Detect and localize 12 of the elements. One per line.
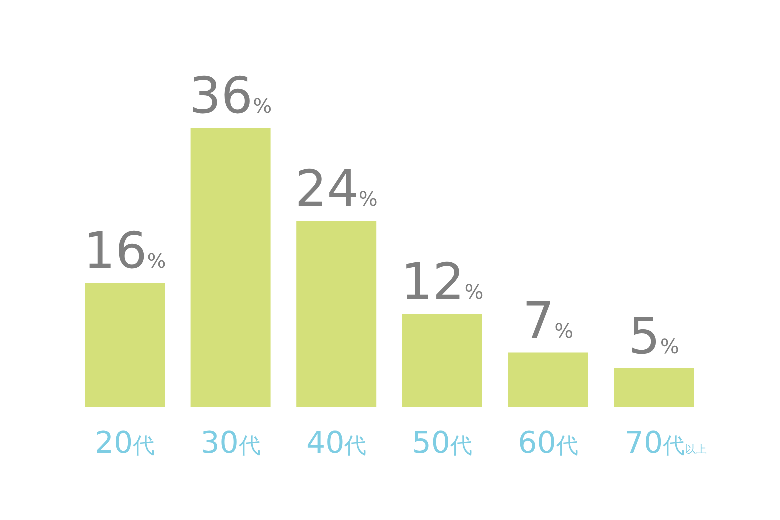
data-label: 36% — [189, 67, 272, 125]
x-tick-label: 20代 — [94, 426, 156, 461]
x-tick-label: 50代 — [412, 426, 472, 461]
data-label: 7% — [522, 292, 574, 350]
data-label: 24% — [295, 160, 378, 218]
data-label: 16% — [84, 222, 166, 280]
data-label: 5% — [628, 307, 680, 366]
x-tick-label: 40代 — [306, 426, 367, 461]
data-label: 12% — [401, 253, 484, 311]
x-tick-label: 60代 — [518, 426, 578, 461]
x-tick-label: 30代 — [200, 426, 261, 461]
x-tick-label: 70代以上 — [624, 426, 708, 461]
